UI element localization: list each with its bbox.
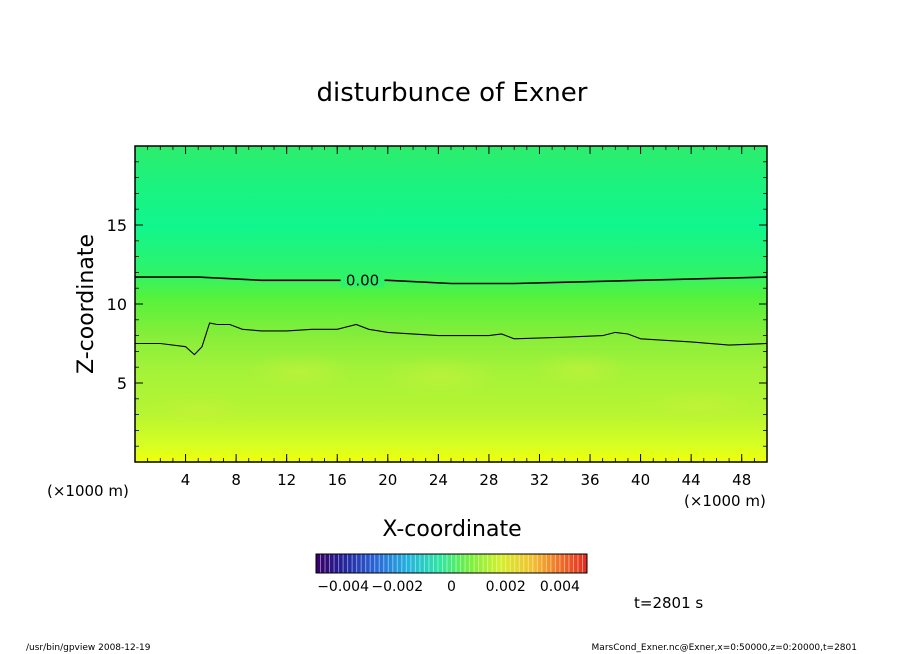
field-patch bbox=[155, 396, 245, 424]
x-tick-label: 28 bbox=[479, 471, 498, 489]
y-axis-ticks: 5 10 15 bbox=[107, 216, 767, 393]
x-tick-label: 8 bbox=[231, 471, 241, 489]
x-axis-label: X-coordinate bbox=[382, 517, 521, 542]
y-tick-label: 10 bbox=[107, 295, 127, 314]
x-tick-label: 40 bbox=[631, 471, 650, 489]
colorbar-frame bbox=[315, 553, 588, 574]
colorbar-tick-label: 0.004 bbox=[540, 579, 580, 595]
y-tick-label: 15 bbox=[107, 216, 127, 235]
x-unit-left: (×1000 m) bbox=[47, 482, 129, 500]
x-tick-label: 48 bbox=[732, 471, 751, 489]
field-patches bbox=[155, 316, 755, 424]
y-axis-label: Z-coordinate bbox=[74, 234, 99, 374]
field-patch bbox=[245, 354, 355, 390]
colorbar-labels: −0.004 −0.002 0 0.002 0.004 bbox=[317, 579, 580, 595]
colorbar-fill bbox=[316, 554, 587, 573]
contour-label: 0.00 bbox=[346, 271, 379, 289]
colorbar-tick-label: −0.004 bbox=[317, 579, 369, 595]
y-tick-label: 5 bbox=[117, 374, 127, 393]
x-tick-label: 44 bbox=[682, 471, 701, 489]
time-annotation: t=2801 s bbox=[634, 594, 703, 612]
contour-line bbox=[135, 276, 767, 285]
field-patch bbox=[645, 389, 755, 421]
colorbar-tick-label: 0.002 bbox=[486, 579, 526, 595]
chart-title: disturbunce of Exner bbox=[317, 78, 588, 108]
colorbar: −0.004 −0.002 0 0.002 0.004 bbox=[315, 553, 588, 595]
field-patch bbox=[380, 356, 500, 396]
x-tick-label: 4 bbox=[181, 471, 191, 489]
colorbar-stripes bbox=[320, 554, 583, 573]
x-tick-label: 16 bbox=[328, 471, 347, 489]
x-tick-label: 36 bbox=[580, 471, 599, 489]
x-tick-label: 24 bbox=[429, 471, 448, 489]
contour-line bbox=[135, 322, 767, 356]
footer-left: /usr/bin/gpview 2008-12-19 bbox=[26, 643, 151, 653]
x-tick-label: 12 bbox=[277, 471, 296, 489]
x-unit-right: (×1000 m) bbox=[684, 492, 766, 510]
colorbar-tick-label: −0.002 bbox=[371, 579, 423, 595]
field-patch bbox=[530, 352, 630, 388]
x-tick-label: 20 bbox=[378, 471, 397, 489]
plot-area: 0.00 bbox=[135, 146, 767, 462]
footer-right: MarsCond_Exner.nc@Exner,x=0:50000,z=0:20… bbox=[592, 643, 857, 653]
contour-lines: 0.00 bbox=[135, 271, 767, 356]
field-patch bbox=[310, 316, 450, 344]
x-axis-ticks: 4 8 12 16 20 24 28 32 36 40 44 48 bbox=[181, 146, 751, 489]
colorbar-tick-label: 0 bbox=[447, 579, 456, 595]
contour-label-bg bbox=[340, 271, 385, 288]
x-tick-label: 32 bbox=[530, 471, 549, 489]
